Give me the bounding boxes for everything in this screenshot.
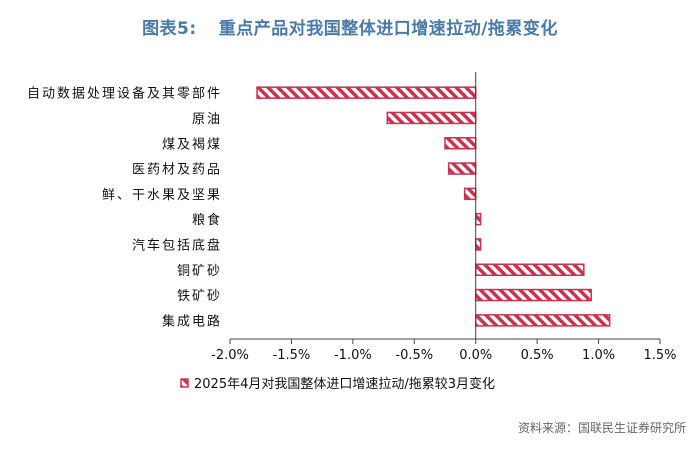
bar-7 bbox=[474, 263, 585, 276]
category-label: 铜矿砂 bbox=[177, 264, 222, 279]
category-label: 汽车包括底盘 bbox=[132, 237, 222, 253]
category-label: 医药材及药品 bbox=[132, 163, 222, 178]
bar-5 bbox=[474, 212, 482, 226]
category-label: 煤及褐煤 bbox=[162, 137, 222, 152]
category-label: 铁矿砂 bbox=[177, 289, 222, 304]
category-label: 粮食 bbox=[192, 212, 222, 228]
x-tick-label: 1.0% bbox=[582, 348, 615, 363]
x-tick-label: 1.5% bbox=[643, 348, 676, 363]
bar-3 bbox=[447, 162, 477, 175]
legend-swatch bbox=[180, 378, 189, 388]
category-label: 自动数据处理设备及其零部件 bbox=[27, 86, 222, 102]
x-tick-label: 0.5% bbox=[521, 348, 554, 363]
bar-1 bbox=[386, 111, 477, 125]
category-label: 鲜、干水果及坚果 bbox=[102, 188, 222, 203]
chart-title: 图表5: 重点产品对我国整体进口增速拉动/拖累变化 bbox=[0, 14, 700, 39]
legend-label: 2025年4月对我国整体进口增速拉动/拖累较3月变化 bbox=[194, 376, 495, 392]
x-tick-label: -1.0% bbox=[334, 348, 372, 363]
source-note: 资料来源：国联民生证券研究所 bbox=[517, 421, 686, 435]
figure-title: 重点产品对我国整体进口增速拉动/拖累变化 bbox=[218, 19, 558, 39]
bar-0 bbox=[256, 86, 477, 99]
bar-6 bbox=[474, 238, 482, 251]
bar-4 bbox=[463, 187, 477, 201]
bar-8 bbox=[474, 288, 592, 302]
x-tick-label: -1.5% bbox=[273, 348, 311, 363]
x-tick-label: 0.0% bbox=[459, 348, 492, 363]
category-label: 集成电路 bbox=[162, 313, 222, 329]
bar-2 bbox=[444, 137, 477, 150]
bar-9 bbox=[474, 314, 611, 327]
x-tick-label: -0.5% bbox=[395, 348, 433, 363]
category-label: 原油 bbox=[192, 112, 222, 127]
x-tick-label: -2.0% bbox=[211, 348, 249, 363]
figure-label: 图表5: bbox=[142, 19, 197, 39]
